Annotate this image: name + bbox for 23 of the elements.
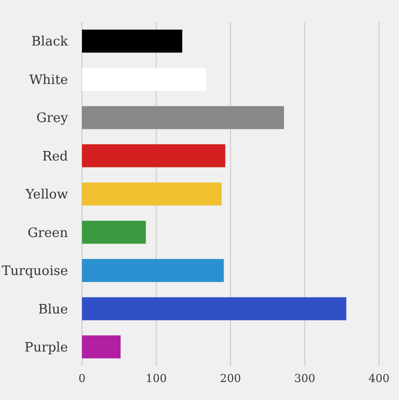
bar bbox=[82, 220, 146, 244]
bar bbox=[82, 182, 222, 206]
x-tick-label: 0 bbox=[78, 372, 86, 385]
y-tick-label: Black bbox=[31, 34, 68, 50]
x-tick-label: 300 bbox=[294, 372, 316, 385]
bar bbox=[82, 258, 224, 282]
x-tick-label: 200 bbox=[220, 372, 241, 385]
y-tick-label: Grey bbox=[36, 111, 69, 126]
x-tick-label: 400 bbox=[368, 372, 390, 385]
x-tick-label: 100 bbox=[146, 372, 167, 385]
bar bbox=[82, 335, 121, 358]
bar bbox=[82, 68, 206, 91]
bar bbox=[82, 106, 284, 130]
y-tick-label: White bbox=[29, 72, 68, 88]
bar bbox=[82, 297, 346, 320]
y-tick-label: Yellow bbox=[24, 188, 68, 203]
y-tick-label: Red bbox=[42, 149, 68, 164]
y-tick-label: Purple bbox=[24, 340, 68, 356]
bar bbox=[82, 30, 182, 53]
y-tick-label: Turquoise bbox=[2, 264, 68, 280]
y-tick-label: Green bbox=[28, 226, 69, 241]
bar bbox=[82, 144, 226, 168]
y-tick-label: Blue bbox=[38, 302, 68, 318]
